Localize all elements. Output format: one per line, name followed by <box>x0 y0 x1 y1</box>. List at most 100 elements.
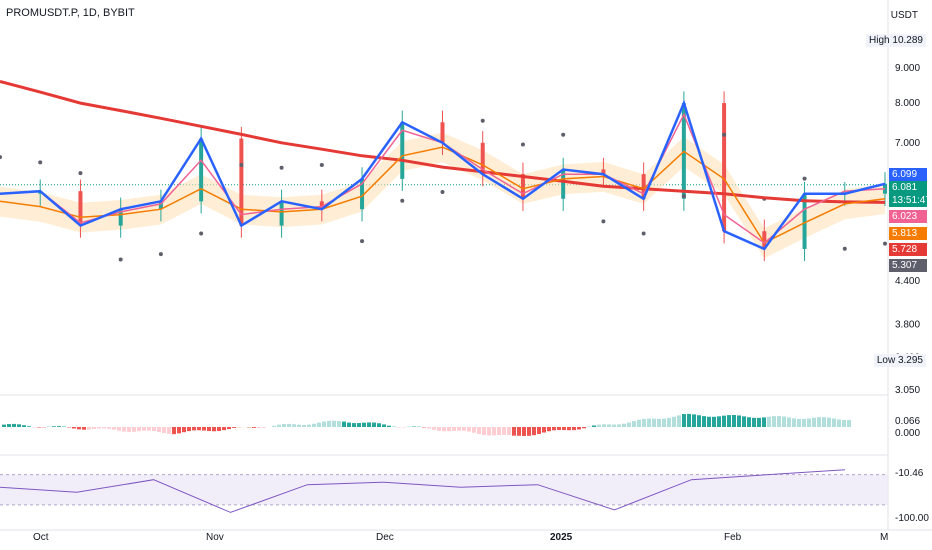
macd-bar <box>762 417 766 427</box>
macd-bar <box>482 427 486 435</box>
macd-bar <box>837 419 841 427</box>
macd-bar <box>287 423 291 427</box>
sar-dot <box>601 219 606 224</box>
osc-tick: -10.46 <box>895 468 924 479</box>
candle-body <box>440 122 445 143</box>
macd-bar <box>632 421 636 427</box>
macd-bar <box>437 427 441 431</box>
macd-bar <box>707 416 711 427</box>
macd-bar <box>777 416 781 427</box>
sar-dot <box>319 163 324 168</box>
macd-bar <box>782 416 786 427</box>
macd-bar <box>547 427 551 432</box>
macd-bar <box>357 423 361 427</box>
macd-bar <box>367 422 371 427</box>
macd-bar <box>817 417 821 427</box>
candle-body <box>722 103 727 232</box>
x-tick: M <box>880 532 889 543</box>
macd-bar <box>152 427 156 432</box>
macd-bar <box>107 427 111 429</box>
macd-bar <box>677 415 681 427</box>
macd-bar <box>262 427 266 428</box>
orange-ma-line <box>0 146 886 244</box>
macd-bar <box>227 427 231 430</box>
macd-bar <box>827 417 831 427</box>
candle-body <box>561 169 566 199</box>
macd-bar <box>82 427 86 430</box>
macd-bar <box>542 427 546 433</box>
candle-body <box>802 193 807 249</box>
macd-bar <box>157 427 161 432</box>
sar-dot <box>641 231 646 236</box>
candle-body <box>400 122 405 179</box>
macd-bar <box>142 427 146 431</box>
sar-dot <box>480 118 485 123</box>
price-tag: 13:51:47 <box>889 194 931 207</box>
macd-bar <box>337 421 341 427</box>
macd-bar <box>12 423 16 427</box>
macd-bar <box>187 427 191 432</box>
macd-tick: 0.000 <box>895 428 920 439</box>
macd-bar <box>282 424 286 427</box>
price-tag: 5.728 <box>889 243 927 256</box>
macd-bar <box>162 427 166 433</box>
macd-bar <box>212 427 216 432</box>
chart-title: PROMUSDT.P, 1D, BYBIT <box>6 7 135 19</box>
macd-bar <box>387 425 391 427</box>
macd-bar <box>122 427 126 432</box>
macd-bar <box>567 427 571 431</box>
macd-bar <box>652 418 656 427</box>
x-tick: 2025 <box>550 532 573 543</box>
candle-body <box>279 201 284 226</box>
price-tag: 6.081 <box>889 181 927 194</box>
macd-bar <box>137 427 141 432</box>
macd-bar <box>277 424 281 427</box>
macd-bar <box>692 414 696 427</box>
macd-bar <box>57 426 61 427</box>
macd-bar <box>592 425 596 427</box>
candle-body <box>319 201 324 210</box>
sar-dot <box>561 132 566 137</box>
sar-dot <box>239 163 244 168</box>
macd-bar <box>597 424 601 427</box>
macd-bar <box>712 416 716 427</box>
macd-bar <box>217 427 221 431</box>
macd-bar <box>687 413 691 427</box>
macd-bar <box>112 427 116 430</box>
x-tick: Dec <box>376 532 394 543</box>
macd-bar <box>452 427 456 431</box>
sar-dot <box>440 189 445 194</box>
currency-label: USDT <box>890 10 918 21</box>
osc-band <box>0 474 888 505</box>
macd-tick: 0.066 <box>895 416 920 427</box>
macd-bar <box>757 417 761 427</box>
macd-bar <box>37 427 41 428</box>
macd-bar <box>847 420 851 427</box>
macd-bar <box>207 427 211 432</box>
macd-bar <box>297 424 301 427</box>
candle-body <box>641 174 646 199</box>
macd-bar <box>272 425 276 427</box>
macd-bar <box>352 423 356 427</box>
macd-bar <box>292 424 296 427</box>
sar-dot <box>842 246 847 251</box>
macd-bar <box>657 418 661 427</box>
price-tag: 6.023 <box>889 210 927 223</box>
macd-bar <box>662 418 666 427</box>
macd-bar <box>372 422 376 427</box>
macd-bar <box>477 427 481 434</box>
macd-bar <box>722 415 726 427</box>
macd-bar <box>637 419 641 427</box>
macd-bar <box>607 424 611 427</box>
macd-bar <box>672 416 676 427</box>
macd-bar <box>502 427 506 435</box>
macd-bar <box>682 414 686 427</box>
high-label: High <box>869 35 890 46</box>
sar-dot <box>722 132 727 137</box>
macd-bar <box>22 425 26 427</box>
macd-bar <box>467 427 471 432</box>
sar-dot <box>681 194 686 199</box>
price-tick: 7.000 <box>895 138 920 149</box>
macd-bar <box>532 427 536 436</box>
